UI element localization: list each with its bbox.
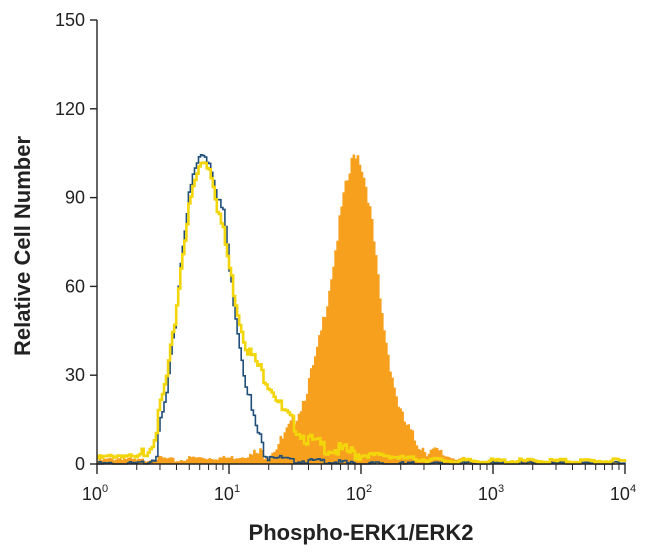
x-axis-title: Phospho-ERK1/ERK2 — [249, 520, 474, 545]
x-tick-label: 103 — [478, 483, 504, 504]
y-tick-label: 30 — [65, 365, 85, 385]
y-axis-ticks: 0 30 60 90 120 150 — [55, 10, 97, 474]
y-tick-label: 0 — [75, 454, 85, 474]
x-tick-label: 101 — [214, 483, 240, 504]
x-tick-label: 104 — [610, 483, 636, 504]
x-axis-ticks: 100 101 102 103 104 — [82, 464, 636, 504]
series-2-line — [97, 161, 627, 465]
x-tick-label: 100 — [82, 483, 108, 504]
series-layer — [96, 154, 627, 465]
y-axis-title: Relative Cell Number — [10, 136, 35, 357]
y-tick-label: 60 — [65, 276, 85, 296]
x-tick-label: 102 — [346, 483, 372, 504]
y-tick-label: 90 — [65, 188, 85, 208]
y-tick-label: 150 — [55, 10, 85, 30]
y-tick-label: 120 — [55, 99, 85, 119]
